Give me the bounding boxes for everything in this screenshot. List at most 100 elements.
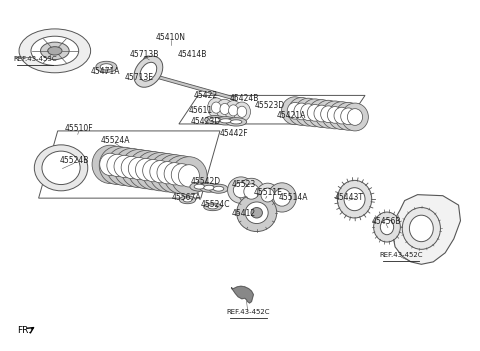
Ellipse shape: [216, 99, 233, 119]
Text: 45421A: 45421A: [277, 111, 306, 120]
Ellipse shape: [261, 188, 275, 202]
Ellipse shape: [225, 101, 242, 120]
Ellipse shape: [244, 184, 259, 199]
Ellipse shape: [164, 155, 200, 194]
Ellipse shape: [142, 153, 179, 191]
Text: 45524B: 45524B: [59, 157, 89, 165]
Ellipse shape: [348, 109, 363, 125]
Text: 45523D: 45523D: [254, 101, 285, 110]
Ellipse shape: [135, 158, 156, 181]
Ellipse shape: [341, 108, 356, 125]
Ellipse shape: [48, 47, 62, 55]
Ellipse shape: [344, 188, 365, 211]
Ellipse shape: [220, 104, 229, 114]
Ellipse shape: [300, 104, 316, 120]
Ellipse shape: [31, 36, 79, 66]
Text: 45456B: 45456B: [372, 217, 401, 226]
Text: REF.43-452C: REF.43-452C: [227, 309, 270, 315]
Ellipse shape: [143, 159, 164, 182]
Ellipse shape: [144, 56, 153, 63]
Ellipse shape: [281, 97, 308, 125]
Ellipse shape: [107, 147, 143, 186]
Text: 45443T: 45443T: [334, 193, 363, 202]
Ellipse shape: [228, 177, 254, 203]
Ellipse shape: [335, 102, 362, 130]
Ellipse shape: [42, 151, 80, 185]
Text: 45511E: 45511E: [253, 188, 282, 197]
Ellipse shape: [294, 103, 309, 120]
Ellipse shape: [327, 107, 343, 123]
Ellipse shape: [208, 205, 217, 209]
Text: 45524A: 45524A: [100, 136, 130, 145]
Polygon shape: [393, 195, 460, 264]
Ellipse shape: [287, 102, 302, 119]
Ellipse shape: [315, 100, 342, 128]
Ellipse shape: [34, 145, 88, 191]
Ellipse shape: [230, 120, 242, 124]
Ellipse shape: [295, 98, 322, 126]
Text: 45471A: 45471A: [91, 67, 120, 75]
Ellipse shape: [251, 207, 263, 218]
Text: 45523: 45523: [232, 180, 256, 189]
Text: 45567A: 45567A: [172, 193, 202, 201]
Ellipse shape: [157, 161, 178, 184]
Ellipse shape: [274, 189, 290, 206]
Text: 45611: 45611: [189, 106, 213, 114]
Ellipse shape: [171, 157, 207, 195]
Text: 45442F: 45442F: [220, 128, 249, 138]
Ellipse shape: [237, 106, 247, 117]
Text: 45422: 45422: [193, 91, 218, 100]
Text: 45713E: 45713E: [124, 73, 153, 82]
Text: FR.: FR.: [17, 326, 31, 335]
Ellipse shape: [171, 164, 192, 186]
Text: 45510F: 45510F: [64, 124, 93, 133]
Ellipse shape: [156, 154, 193, 193]
Polygon shape: [140, 70, 235, 100]
Ellipse shape: [204, 185, 214, 190]
Ellipse shape: [322, 101, 348, 129]
Ellipse shape: [307, 105, 323, 121]
Ellipse shape: [204, 115, 226, 124]
Ellipse shape: [207, 98, 225, 117]
Ellipse shape: [114, 148, 150, 187]
Ellipse shape: [233, 102, 251, 121]
Ellipse shape: [402, 207, 441, 249]
Ellipse shape: [321, 106, 336, 122]
Ellipse shape: [120, 150, 157, 188]
Ellipse shape: [135, 152, 171, 190]
Ellipse shape: [100, 153, 120, 176]
Ellipse shape: [373, 212, 400, 242]
Ellipse shape: [314, 105, 329, 122]
Ellipse shape: [238, 178, 265, 205]
Ellipse shape: [211, 102, 221, 113]
Ellipse shape: [150, 160, 171, 183]
Ellipse shape: [237, 194, 277, 232]
Ellipse shape: [19, 29, 91, 73]
Ellipse shape: [179, 165, 199, 187]
Ellipse shape: [213, 186, 224, 191]
Polygon shape: [231, 286, 253, 303]
Ellipse shape: [380, 219, 394, 235]
Ellipse shape: [107, 154, 128, 177]
Ellipse shape: [220, 119, 231, 123]
Text: 45412: 45412: [232, 209, 256, 218]
Ellipse shape: [40, 42, 69, 60]
Text: 45423D: 45423D: [191, 117, 221, 126]
Ellipse shape: [209, 184, 228, 193]
Ellipse shape: [215, 117, 236, 125]
Ellipse shape: [199, 183, 218, 192]
Ellipse shape: [328, 102, 355, 130]
Ellipse shape: [233, 183, 249, 198]
Ellipse shape: [96, 61, 117, 72]
Text: 45414B: 45414B: [178, 50, 207, 59]
Ellipse shape: [228, 105, 238, 116]
Ellipse shape: [268, 183, 296, 212]
Ellipse shape: [256, 183, 279, 207]
Ellipse shape: [140, 62, 157, 81]
Ellipse shape: [245, 202, 268, 224]
Text: 45542D: 45542D: [191, 177, 221, 186]
Ellipse shape: [114, 155, 135, 178]
Ellipse shape: [128, 151, 164, 189]
Ellipse shape: [149, 153, 186, 192]
Ellipse shape: [183, 198, 192, 202]
